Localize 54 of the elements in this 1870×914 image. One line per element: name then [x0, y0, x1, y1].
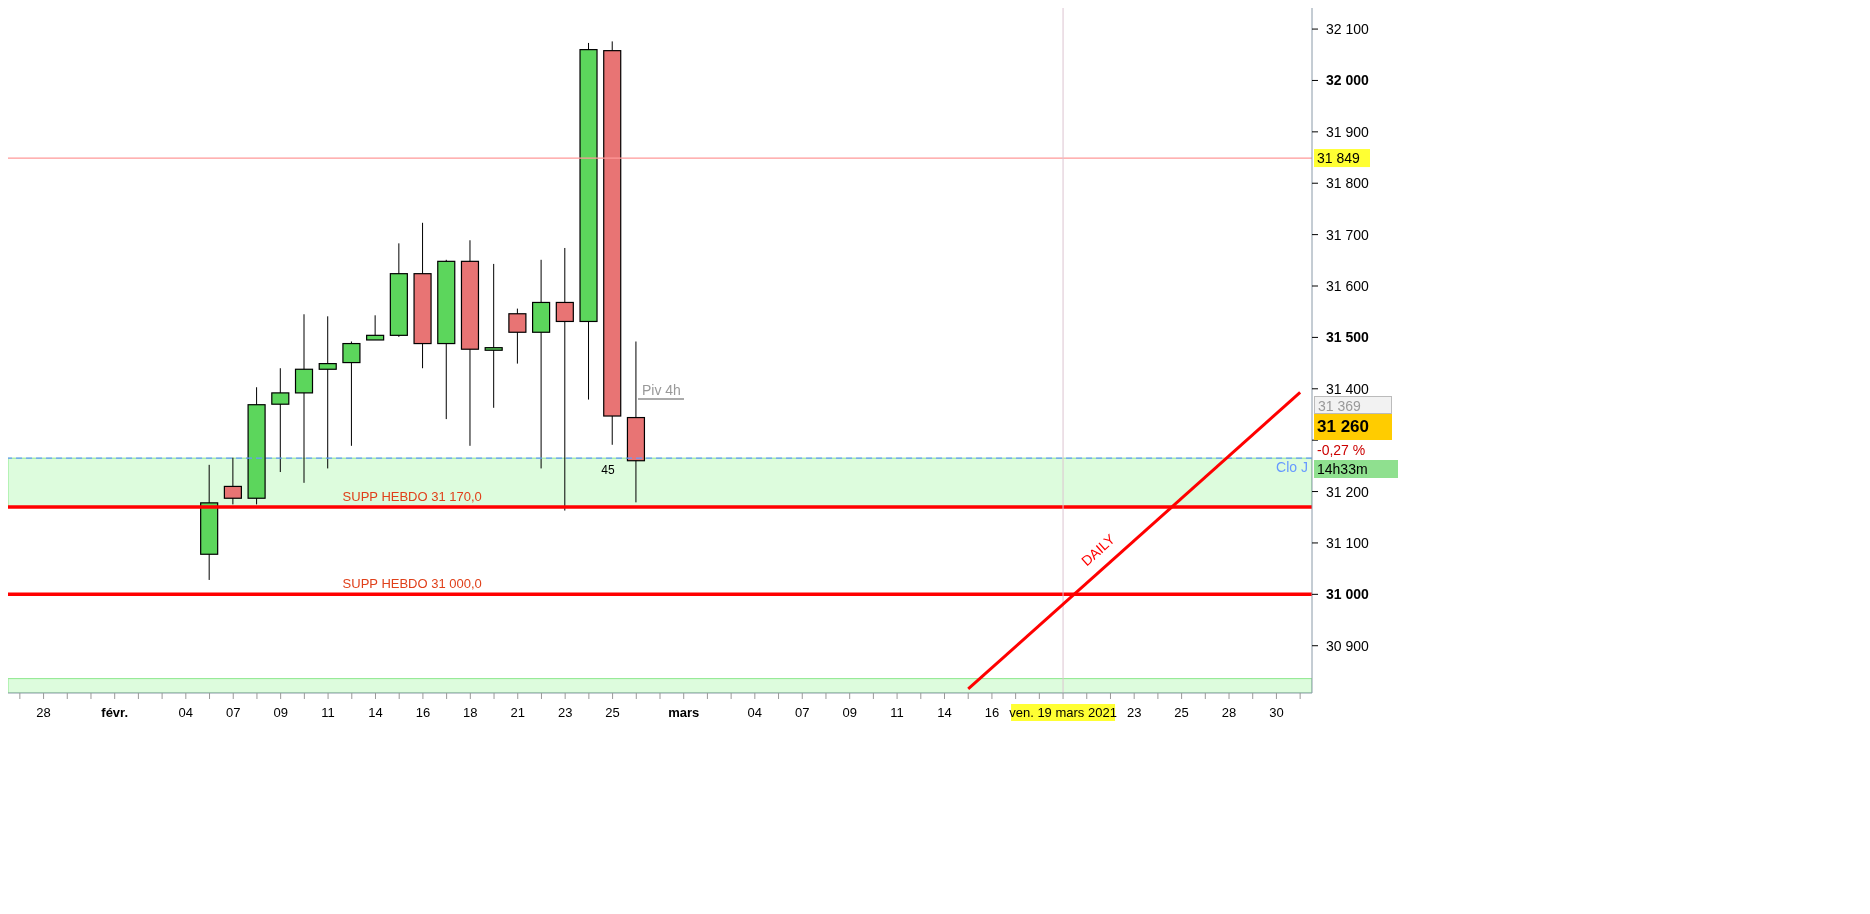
x-tick-label: 14 — [937, 705, 952, 720]
y-tick-label: 31 400 — [1326, 380, 1370, 397]
ref-line-label: Clo J — [1276, 459, 1308, 476]
text: 31 260 — [1314, 414, 1392, 440]
x-tick-label: 07 — [795, 705, 810, 720]
x-tick-label: 09 — [842, 705, 857, 720]
x-tick-label: 28 — [1221, 705, 1237, 720]
x-tick-label: févr. — [101, 705, 129, 720]
x-tick-label: 18 — [463, 705, 478, 720]
y-tick-label: 31 100 — [1326, 534, 1370, 551]
x-tick-label: 07 — [226, 705, 241, 720]
y-tick-label: 31 200 — [1326, 483, 1370, 500]
y-tick-label: 31 800 — [1326, 175, 1370, 192]
ref-line-label: SUPP HEBDO 31 000,0 — [342, 576, 482, 592]
candlestick — [555, 247, 574, 512]
candlestick — [342, 341, 361, 447]
candlestick — [484, 263, 503, 409]
candlestick — [223, 457, 242, 505]
text: 14h33m — [1314, 460, 1398, 478]
y-tick-label: 31 700 — [1326, 226, 1370, 243]
candlestick — [508, 308, 527, 365]
x-tick-label: 16 — [415, 705, 431, 720]
x-tick-label: 25 — [1174, 705, 1189, 720]
y-tick-label: 32 000 — [1326, 72, 1370, 89]
ref-line-label: 31 849 — [1317, 150, 1361, 167]
text: 31 369 — [1314, 396, 1392, 414]
x-tick-label: 14 — [368, 705, 383, 720]
candlestick — [366, 314, 385, 341]
y-tick-label: 31 000 — [1326, 586, 1370, 603]
candlestick — [318, 315, 337, 469]
x-tick-label: 11 — [321, 705, 335, 720]
y-tick-label: 32 100 — [1326, 21, 1370, 38]
x-tick-label: 25 — [605, 705, 620, 720]
x-tick-label: 30 — [1269, 705, 1284, 720]
y-tick-label: 30 900 — [1326, 637, 1370, 654]
candlestick — [271, 367, 290, 473]
x-tick-label: 23 — [557, 705, 573, 720]
text: -0,27 % — [1314, 441, 1398, 459]
annotation: Piv 4h — [638, 382, 684, 400]
x-tick-label: 04 — [178, 705, 194, 720]
y-tick-label: 31 900 — [1326, 123, 1370, 140]
annotation: 45 — [600, 462, 616, 478]
x-tick-label: 23 — [1126, 705, 1142, 720]
x-tick-label: 04 — [747, 705, 763, 720]
x-tick-label: 21 — [510, 705, 525, 720]
x-tick-label: 16 — [984, 705, 1000, 720]
x-tick-label: 09 — [273, 705, 288, 720]
x-tick-label: mars — [668, 705, 700, 720]
y-tick-label: 31 500 — [1326, 329, 1370, 346]
x-tick-label: 11 — [890, 705, 904, 720]
candlestick — [294, 313, 314, 484]
x-tick-label: 28 — [36, 705, 51, 720]
y-tick-label: 31 600 — [1326, 278, 1370, 295]
ref-line-label: SUPP HEBDO 31 170,0 — [342, 488, 482, 504]
